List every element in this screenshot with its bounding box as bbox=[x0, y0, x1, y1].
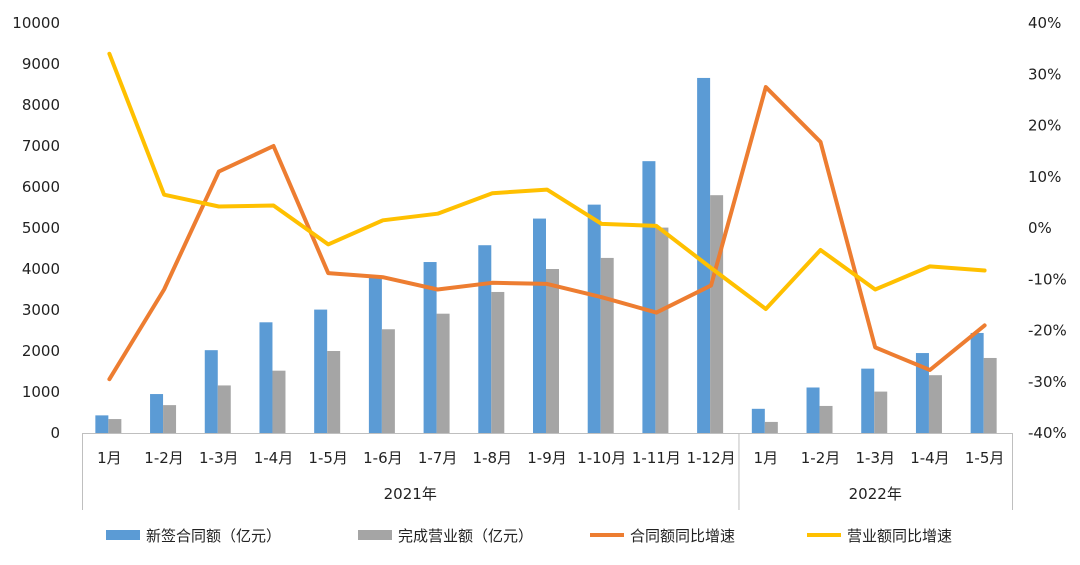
contract-bar bbox=[642, 161, 656, 434]
revenue-growth-line bbox=[107, 51, 987, 311]
x-tick-label: 1-12月 bbox=[687, 449, 736, 467]
y-right-axis: -40% -30% -20% -10% 0% 10% 20% 30% 40% bbox=[1028, 14, 1067, 442]
legend-label: 完成营业额（亿元） bbox=[398, 527, 533, 545]
y-right-tick-label: 30% bbox=[1028, 65, 1061, 83]
contract-bar bbox=[697, 77, 711, 433]
revenue-bar bbox=[819, 405, 833, 433]
y-right-tick-label: -10% bbox=[1028, 270, 1067, 288]
revenue-bar bbox=[764, 421, 778, 433]
contract-bar bbox=[368, 275, 382, 433]
y-left-tick-label: 8000 bbox=[22, 96, 60, 114]
x-tick-label: 1-4月 bbox=[254, 449, 294, 467]
y-left-tick-label: 9000 bbox=[22, 55, 60, 73]
legend: 新签合同额（亿元） 完成营业额（亿元） 合同额同比增速 营业额同比增速 bbox=[106, 527, 952, 545]
contract-bar bbox=[861, 368, 875, 433]
group-label: 2021年 bbox=[384, 485, 437, 503]
x-tick-label: 1月 bbox=[97, 449, 122, 467]
y-left-tick-label: 2000 bbox=[22, 342, 60, 360]
revenue-bar bbox=[436, 313, 450, 433]
contract-bar bbox=[259, 322, 273, 433]
x-tick-label: 1-8月 bbox=[473, 449, 513, 467]
contract-bar bbox=[751, 408, 765, 433]
y-left-tick-label: 4000 bbox=[22, 260, 60, 278]
contract-bar bbox=[970, 332, 984, 433]
contract-bar bbox=[314, 309, 328, 433]
contract-bar bbox=[587, 204, 601, 433]
y-left-tick-label: 3000 bbox=[22, 301, 60, 319]
revenue-bar bbox=[381, 329, 395, 433]
revenue-bar bbox=[874, 391, 888, 433]
legend-label: 新签合同额（亿元） bbox=[146, 527, 281, 545]
x-tick-label: 1-3月 bbox=[855, 449, 895, 467]
contract-bar bbox=[95, 415, 109, 433]
x-tick-label: 1-7月 bbox=[418, 449, 458, 467]
revenue-bar bbox=[491, 291, 505, 433]
y-right-tick-label: 40% bbox=[1028, 14, 1061, 32]
y-right-tick-label: -40% bbox=[1028, 424, 1067, 442]
contract-bar bbox=[806, 387, 820, 433]
revenue-bar bbox=[546, 269, 559, 433]
x-tick-label: 1-5月 bbox=[308, 449, 348, 467]
y-left-tick-label: 5000 bbox=[22, 219, 60, 237]
bars bbox=[95, 77, 997, 434]
y-left-tick-label: 7000 bbox=[22, 137, 60, 155]
x-tick-label: 1-5月 bbox=[965, 449, 1005, 467]
x-tick-label: 1-9月 bbox=[527, 449, 567, 467]
revenue-bar bbox=[600, 257, 614, 433]
contract-growth-line bbox=[107, 85, 987, 382]
y-right-tick-label: -20% bbox=[1028, 322, 1067, 340]
contract-bar bbox=[533, 218, 546, 433]
x-tick-label: 1月 bbox=[754, 449, 779, 467]
contract-bar bbox=[478, 245, 492, 433]
lines bbox=[107, 51, 987, 382]
x-tick-label: 1-2月 bbox=[144, 449, 184, 467]
y-left-axis: 0 1000 2000 3000 4000 5000 6000 7000 8000 9000 100… bbox=[12, 14, 60, 442]
legend-swatch bbox=[106, 530, 140, 540]
revenue-bar bbox=[655, 227, 669, 433]
revenue-bar bbox=[217, 385, 231, 433]
y-right-tick-label: 20% bbox=[1028, 117, 1061, 135]
x-tick-label: 1-10月 bbox=[577, 449, 626, 467]
revenue-bar bbox=[983, 357, 997, 433]
revenue-bar bbox=[272, 370, 286, 433]
revenue-bar bbox=[710, 195, 724, 433]
y-left-tick-label: 6000 bbox=[22, 178, 60, 196]
contract-bar bbox=[150, 394, 164, 433]
revenue-bar bbox=[163, 405, 177, 433]
x-tick-label: 1-6月 bbox=[363, 449, 403, 467]
revenue-bar bbox=[327, 351, 341, 433]
revenue-bar bbox=[108, 419, 122, 433]
contract-bar bbox=[423, 262, 437, 433]
contract-bar bbox=[204, 350, 218, 433]
x-tick-label: 1-3月 bbox=[199, 449, 239, 467]
contract-bar bbox=[915, 353, 929, 433]
legend-label: 合同额同比增速 bbox=[630, 527, 735, 545]
y-right-tick-label: 0% bbox=[1028, 219, 1052, 237]
group-label: 2022年 bbox=[849, 485, 902, 503]
y-right-tick-label: -30% bbox=[1028, 373, 1067, 391]
y-left-tick-label: 1000 bbox=[22, 383, 60, 401]
legend-label: 营业额同比增速 bbox=[847, 527, 952, 545]
legend-swatch bbox=[358, 530, 392, 540]
x-tick-label: 1-11月 bbox=[632, 449, 681, 467]
x-axis: 1月 1-2月 1-3月 1-4月 1-5月 1-6月 1-7月 1-8月 1-9月 1-10月 1… bbox=[82, 433, 1013, 510]
x-tick-label: 1-4月 bbox=[910, 449, 950, 467]
y-right-tick-label: 10% bbox=[1028, 168, 1061, 186]
x-tick-label: 1-2月 bbox=[801, 449, 841, 467]
y-left-tick-label: 0 bbox=[50, 424, 60, 442]
y-left-tick-label: 10000 bbox=[12, 14, 60, 32]
revenue-bar bbox=[928, 375, 942, 433]
